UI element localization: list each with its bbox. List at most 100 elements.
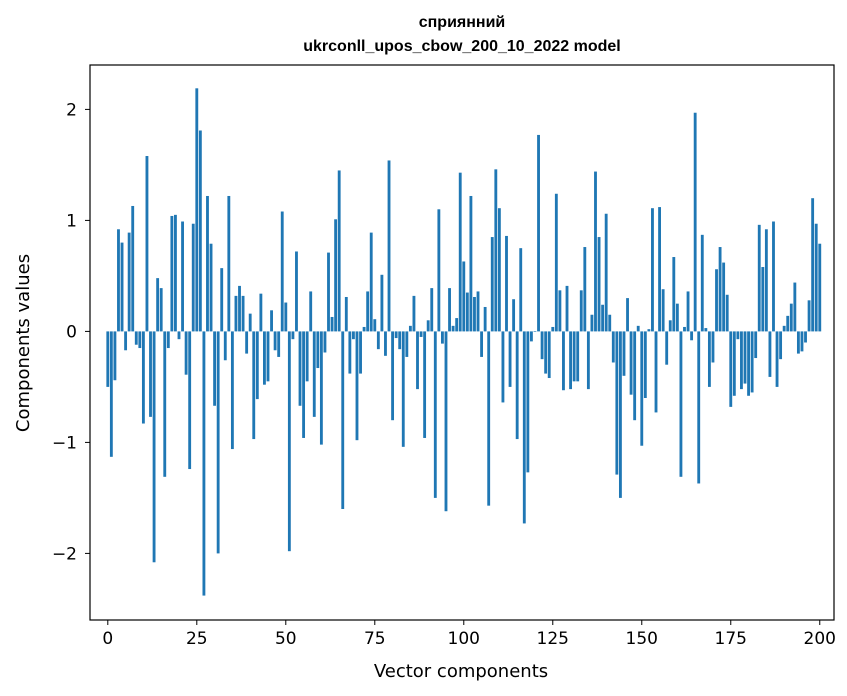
bar-59 bbox=[316, 331, 320, 369]
bar-11 bbox=[145, 156, 149, 332]
bar-139 bbox=[601, 304, 605, 332]
bar-56 bbox=[305, 331, 309, 382]
bar-20 bbox=[177, 331, 181, 340]
bar-109 bbox=[494, 169, 498, 332]
x-tick-label: 0 bbox=[102, 629, 113, 649]
bar-72 bbox=[362, 326, 366, 332]
bar-181 bbox=[750, 331, 754, 393]
bar-3 bbox=[117, 229, 120, 332]
bar-183 bbox=[757, 224, 761, 332]
y-tick-label: 2 bbox=[66, 100, 77, 120]
bar-186 bbox=[768, 331, 772, 377]
bar-132 bbox=[576, 331, 580, 382]
bar-198 bbox=[811, 198, 815, 332]
bar-94 bbox=[441, 331, 444, 344]
bar-34 bbox=[227, 195, 231, 332]
bar-156 bbox=[661, 289, 665, 332]
bar-122 bbox=[540, 331, 544, 360]
bar-97 bbox=[451, 325, 455, 332]
bar-31 bbox=[216, 331, 220, 554]
x-tick-label: 75 bbox=[364, 629, 386, 649]
bar-81 bbox=[394, 331, 398, 339]
bar-106 bbox=[483, 306, 487, 332]
bar-70 bbox=[355, 331, 359, 441]
bar-124 bbox=[547, 331, 551, 379]
bar-4 bbox=[120, 242, 124, 332]
bar-61 bbox=[323, 331, 327, 353]
bar-114 bbox=[512, 299, 516, 332]
bar-172 bbox=[718, 247, 722, 332]
bar-158 bbox=[668, 320, 672, 332]
bar-153 bbox=[651, 208, 654, 332]
bar-65 bbox=[337, 170, 341, 332]
bar-36 bbox=[234, 295, 238, 332]
bar-88 bbox=[419, 331, 423, 337]
bar-63 bbox=[330, 316, 334, 332]
bar-166 bbox=[697, 331, 701, 484]
bar-111 bbox=[501, 331, 505, 403]
bar-170 bbox=[711, 331, 715, 363]
bar-30 bbox=[213, 331, 217, 406]
bar-41 bbox=[252, 331, 256, 440]
bar-37 bbox=[238, 285, 241, 332]
x-tick-label: 150 bbox=[626, 629, 658, 649]
bar-0 bbox=[106, 331, 110, 387]
bar-112 bbox=[505, 235, 508, 332]
bar-126 bbox=[554, 193, 558, 332]
bar-200 bbox=[818, 243, 822, 332]
bar-46 bbox=[270, 310, 273, 332]
y-tick-label: −1 bbox=[52, 433, 77, 453]
bar-92 bbox=[433, 331, 437, 498]
bar-173 bbox=[722, 262, 726, 332]
bar-177 bbox=[736, 331, 740, 340]
bar-17 bbox=[166, 331, 170, 349]
bar-23 bbox=[188, 331, 192, 470]
bar-169 bbox=[707, 331, 711, 387]
bar-series bbox=[106, 88, 822, 596]
bar-47 bbox=[273, 331, 277, 351]
bar-148 bbox=[633, 331, 637, 421]
bar-151 bbox=[643, 331, 647, 398]
bar-187 bbox=[772, 221, 775, 332]
bar-199 bbox=[814, 223, 818, 332]
bar-10 bbox=[141, 331, 145, 424]
bar-98 bbox=[455, 318, 459, 332]
bar-120 bbox=[533, 331, 537, 332]
bar-110 bbox=[497, 208, 501, 332]
bar-145 bbox=[622, 331, 626, 376]
bar-38 bbox=[241, 295, 245, 332]
bar-175 bbox=[729, 331, 733, 407]
bar-165 bbox=[693, 112, 697, 332]
bar-185 bbox=[764, 229, 768, 332]
bar-171 bbox=[715, 269, 718, 332]
bar-152 bbox=[647, 329, 651, 332]
bar-8 bbox=[134, 331, 138, 345]
x-axis-label: Vector components bbox=[374, 661, 548, 682]
bar-195 bbox=[800, 331, 804, 352]
bar-135 bbox=[586, 331, 590, 390]
bar-142 bbox=[611, 331, 615, 363]
bar-95 bbox=[444, 331, 448, 512]
bar-29 bbox=[209, 243, 213, 332]
bar-157 bbox=[665, 331, 669, 365]
y-tick-label: 1 bbox=[66, 211, 77, 231]
bar-154 bbox=[654, 331, 658, 413]
chart-subtitle: ukrconll_upos_cbow_200_10_2022 model bbox=[303, 38, 620, 55]
bar-45 bbox=[266, 331, 270, 382]
bar-67 bbox=[344, 296, 348, 332]
bar-28 bbox=[206, 195, 209, 332]
bar-60 bbox=[319, 331, 323, 445]
bar-16 bbox=[163, 331, 167, 477]
bar-119 bbox=[529, 331, 533, 342]
bar-163 bbox=[686, 291, 690, 332]
bar-134 bbox=[583, 247, 587, 332]
bar-80 bbox=[391, 331, 395, 421]
bar-191 bbox=[786, 315, 790, 332]
bar-128 bbox=[562, 331, 565, 391]
bar-6 bbox=[127, 232, 131, 332]
bar-40 bbox=[248, 313, 252, 332]
bar-184 bbox=[761, 267, 765, 332]
bar-15 bbox=[159, 288, 163, 332]
bar-85 bbox=[408, 325, 412, 332]
bar-113 bbox=[508, 331, 512, 387]
